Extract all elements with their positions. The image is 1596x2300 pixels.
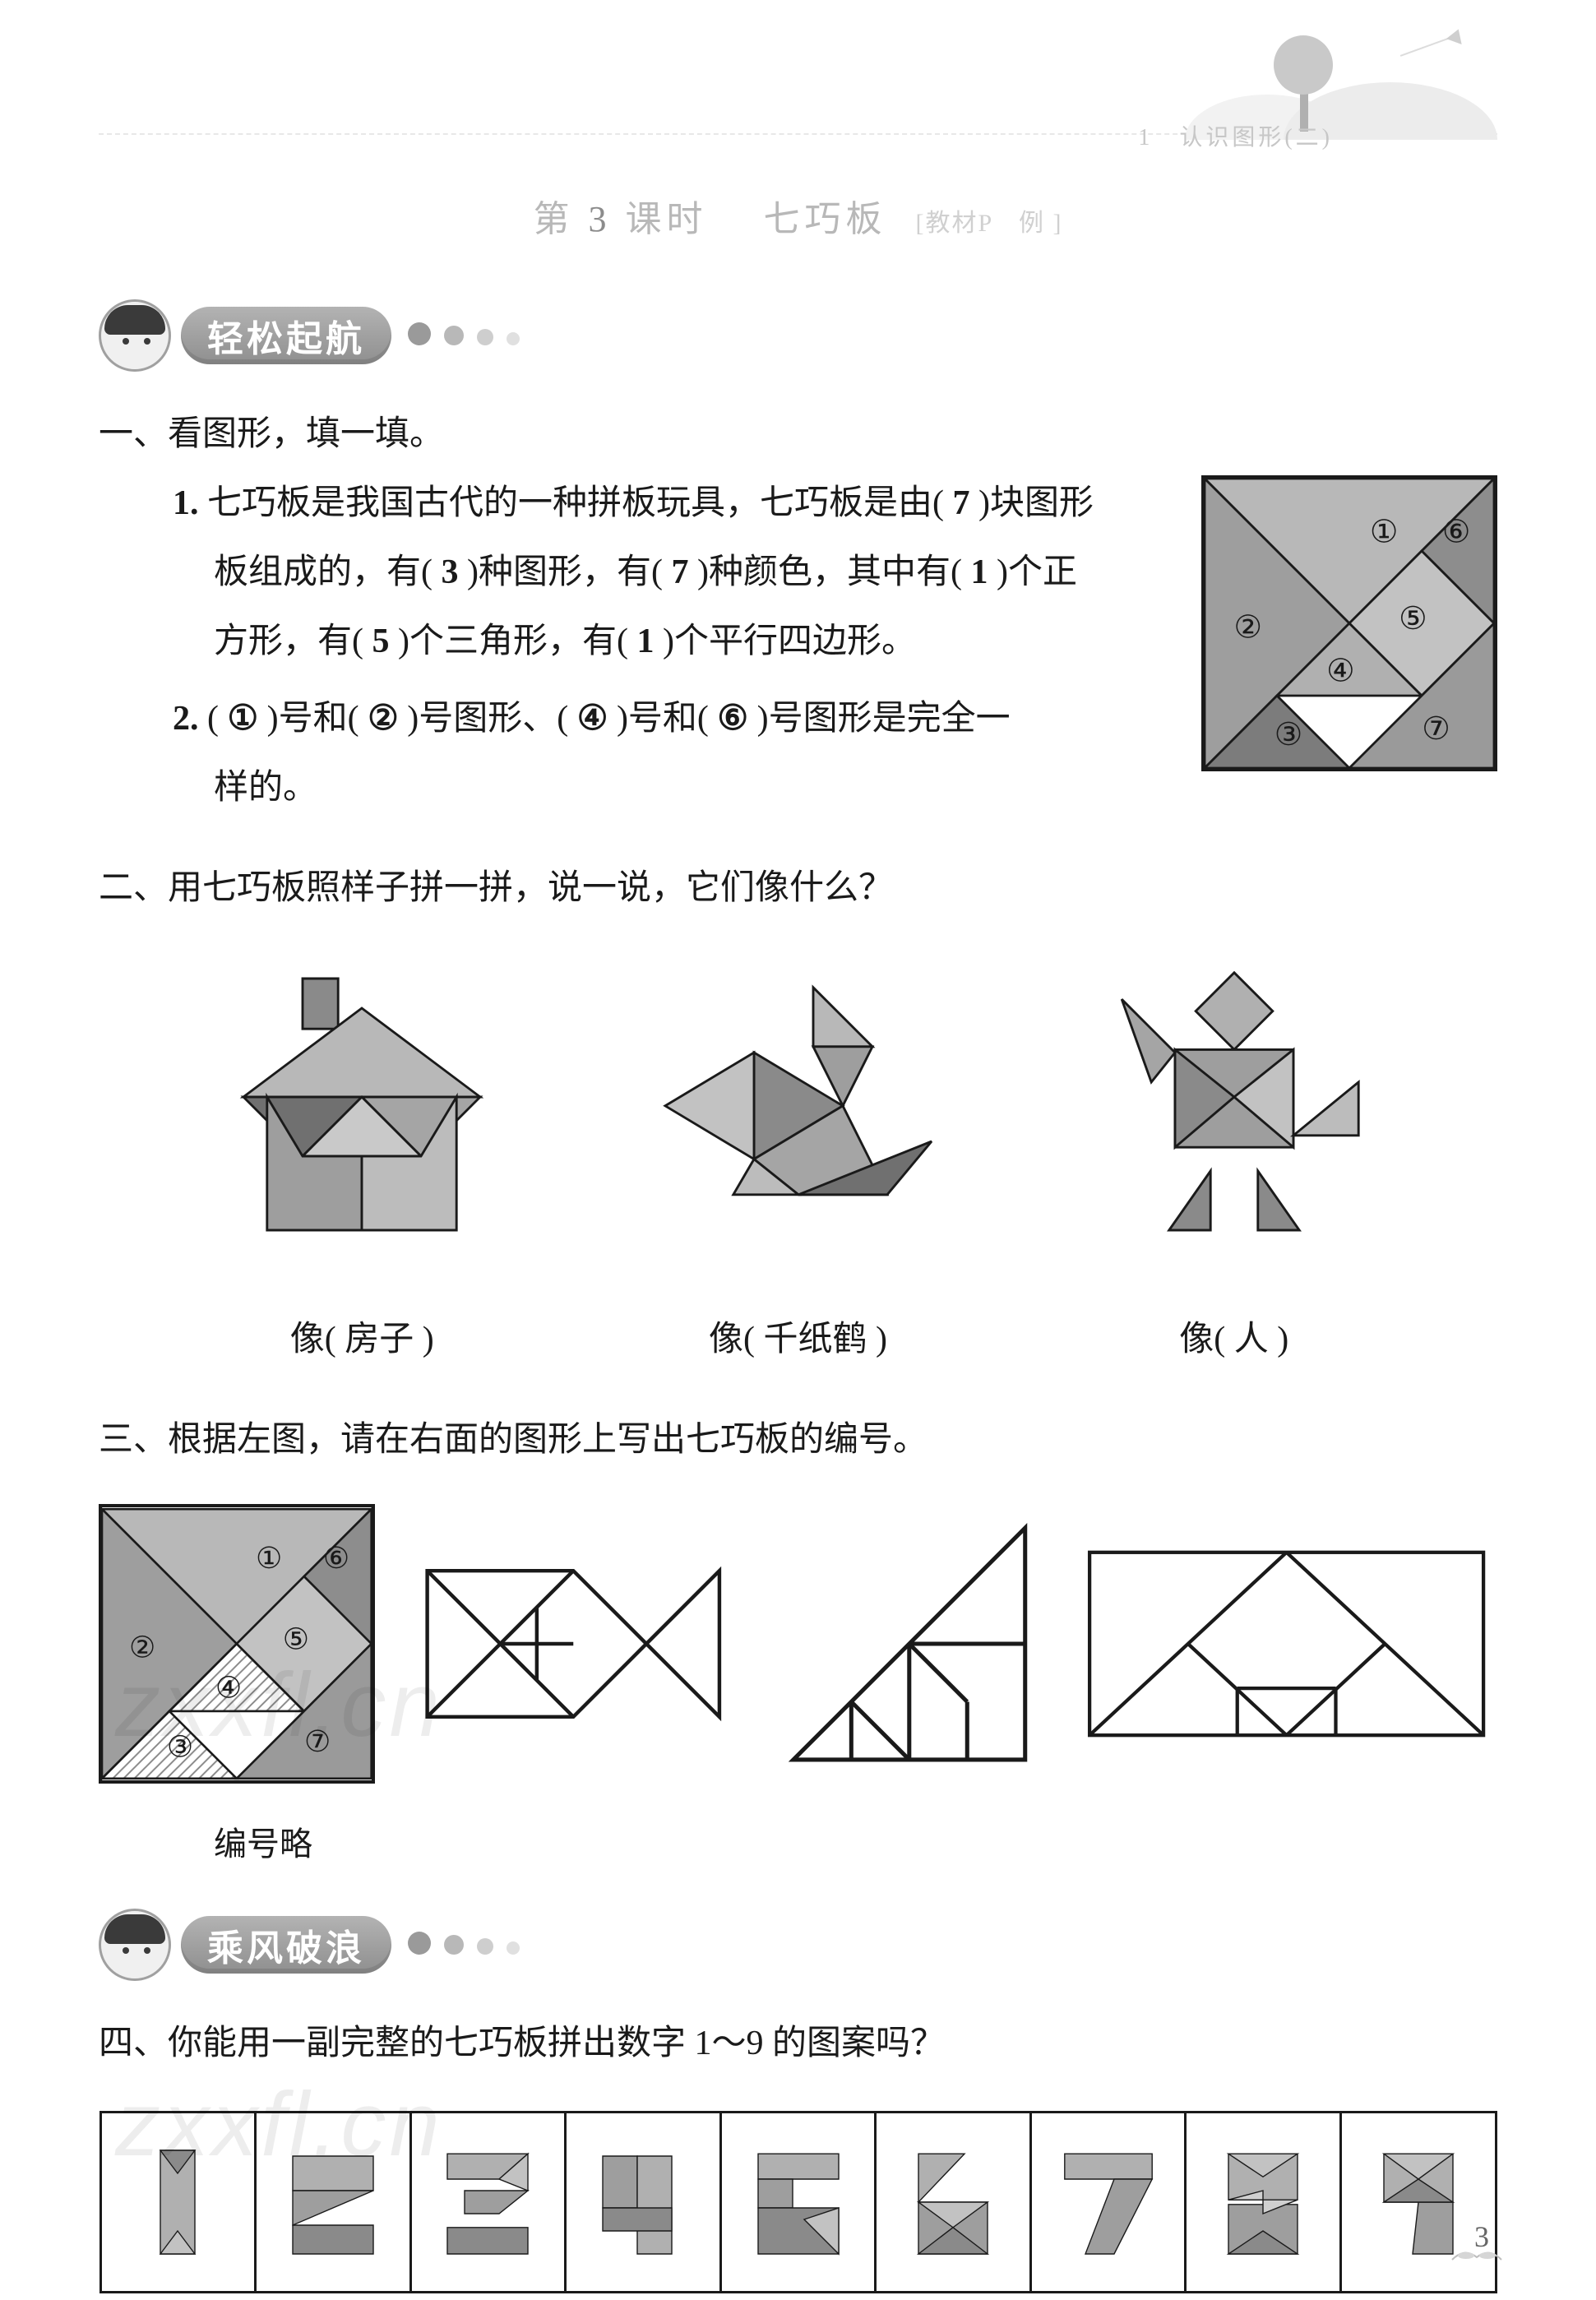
lesson-header: 第 3 课时 七巧板 [教材P 例 ] [99, 189, 1497, 242]
q1-num: 1. [173, 484, 199, 522]
svg-text:⑦: ⑦ [1422, 711, 1450, 747]
svg-text:⑥: ⑥ [1442, 514, 1471, 549]
badge-dots-2 [401, 1932, 526, 1959]
svg-text:②: ② [129, 1631, 155, 1664]
digit-5 [722, 2113, 877, 2291]
section-3-note: 编号略 [99, 1812, 1497, 1877]
badge-easy-label: 轻松起航 [181, 307, 391, 364]
section-4-heading: 四、你能用一副完整的七巧板拼出数字 1～9 的图案吗？ [99, 2009, 1497, 2078]
q2-t2: )号和( [267, 700, 359, 738]
lesson-sub: [教材P 例 ] [915, 210, 1062, 237]
digit-1 [102, 2113, 257, 2291]
q1-t1: 七巧板是我国古代的一种拼板玩具，七巧板是由( [207, 484, 944, 522]
badge-hard-label: 乘风破浪 [181, 1916, 391, 1974]
page-leaf-icon [1448, 2247, 1506, 2264]
q1-t7: 方形，有( [214, 622, 363, 660]
cap-suffix-0: ) [423, 1321, 434, 1358]
q2-t4: )号和( [617, 700, 709, 738]
figure-crane: 像( 千纸鹤 ) [626, 964, 971, 1374]
svg-text:①: ① [256, 1542, 282, 1575]
figure-person: 像( 人 ) [1062, 964, 1407, 1374]
cap-suffix-1: ) [876, 1321, 887, 1358]
section-badge-hard: 乘风破浪 [99, 1909, 1497, 1981]
q1-a1: 7 [953, 484, 970, 522]
section-2: 二、用七巧板照样子拼一拼，说一说，它们像什么？ 像( 房 [99, 854, 1497, 1374]
section-1-heading: 一、看图形，填一填。 [99, 400, 1497, 469]
q1-t3: 板组成的，有( [214, 553, 433, 591]
svg-text:⑤: ⑤ [283, 1623, 309, 1656]
svg-text:②: ② [1233, 610, 1262, 646]
badge-dots [401, 322, 526, 349]
cap-prefix-2: 像( [1179, 1321, 1225, 1358]
q1-a4: 1 [970, 553, 988, 591]
svg-text:⑥: ⑥ [323, 1542, 349, 1575]
svg-text:①: ① [1370, 514, 1399, 549]
section-2-heading: 二、用七巧板照样子拼一拼，说一说，它们像什么？ [99, 854, 1497, 923]
section-1: 一、看图形，填一填。 ①②⑥⑤④③⑦ 1. 七巧板是我国古代的一种拼板玩具，七巧… [99, 400, 1497, 822]
q1-a6: 1 [636, 622, 654, 660]
figure-house: 像( 房子 ) [189, 964, 534, 1374]
cap-prefix-0: 像( [290, 1321, 336, 1358]
digit-6 [877, 2113, 1032, 2291]
q1-a3: 7 [671, 553, 688, 591]
outline-fish [403, 1520, 744, 1767]
lesson-prefix: 第 [533, 199, 574, 239]
lesson-number: 3 [588, 199, 611, 239]
svg-text:④: ④ [1326, 653, 1355, 688]
badge-face-icon [99, 299, 171, 372]
q1-t6: )个正 [997, 553, 1077, 591]
q1-t5: )种颜色，其中有( [697, 553, 962, 591]
q2-t6: 样的。 [214, 769, 317, 807]
digit-4 [567, 2113, 722, 2291]
lesson-title: 七巧板 [763, 199, 886, 239]
q1-t8: )个三角形，有( [398, 622, 628, 660]
outline-rectangle [1076, 1537, 1497, 1751]
tangram-reference-square-2: ① ② ⑥ ⑤ ④③ ⑦ [99, 1504, 375, 1784]
digit-9 [1342, 2113, 1495, 2291]
q1-t2: )块图形 [978, 484, 1094, 522]
answer-crane: 千纸鹤 [763, 1321, 867, 1358]
digit-8 [1187, 2113, 1342, 2291]
tangram-reference-square: ① ② ⑥ ⑤ ④③ ⑦ [1201, 475, 1497, 771]
lesson-word: 课时 [625, 199, 707, 239]
cap-suffix-2: ) [1277, 1321, 1288, 1358]
svg-text:⑤: ⑤ [1399, 601, 1427, 636]
outline-triangle [771, 1504, 1048, 1784]
q1-t9: )个平行四边形。 [663, 622, 916, 660]
digits-strip [99, 2111, 1497, 2293]
svg-text:③: ③ [1274, 717, 1303, 752]
answer-person: 人 [1234, 1321, 1269, 1358]
q2-a4: ⑥ [717, 700, 748, 738]
section-3: 三、根据左图，请在右面的图形上写出七巧板的编号。 ① ② ⑥ ⑤ ④③ ⑦ [99, 1405, 1497, 1877]
section-4: 四、你能用一副完整的七巧板拼出数字 1～9 的图案吗？ [99, 2009, 1497, 2293]
digit-7 [1032, 2113, 1187, 2291]
q1-a5: 5 [372, 622, 390, 660]
q2-a2: ② [368, 700, 399, 738]
section-badge-easy: 轻松起航 [99, 299, 1497, 372]
chapter-tag: 1 认识图形(二) [1138, 119, 1333, 152]
q1-a2: 3 [442, 553, 459, 591]
cap-prefix-1: 像( [709, 1321, 755, 1358]
q2-t5: )号图形是完全一 [757, 700, 1011, 738]
section-3-heading: 三、根据左图，请在右面的图形上写出七巧板的编号。 [99, 1405, 1497, 1474]
digit-2 [257, 2113, 412, 2291]
svg-text:⑦: ⑦ [304, 1725, 331, 1758]
q1-t4: )种图形，有( [467, 553, 663, 591]
svg-text:③: ③ [167, 1731, 193, 1764]
q2-num: 2. [173, 700, 199, 738]
q2-a1: ① [228, 700, 259, 738]
q2-a3: ④ [577, 700, 608, 738]
answer-house: 房子 [345, 1321, 414, 1358]
question-1: ①②⑥⑤④③⑦ 1. 七巧板是我国古代的一种拼板玩具，七巧板是由( 7 )块图形… [99, 469, 1497, 822]
q2-t1: ( [207, 700, 219, 738]
digit-3 [412, 2113, 567, 2291]
svg-text:④: ④ [215, 1672, 242, 1705]
q2-t3: )号图形、( [407, 700, 568, 738]
badge-face-icon-2 [99, 1909, 171, 1981]
